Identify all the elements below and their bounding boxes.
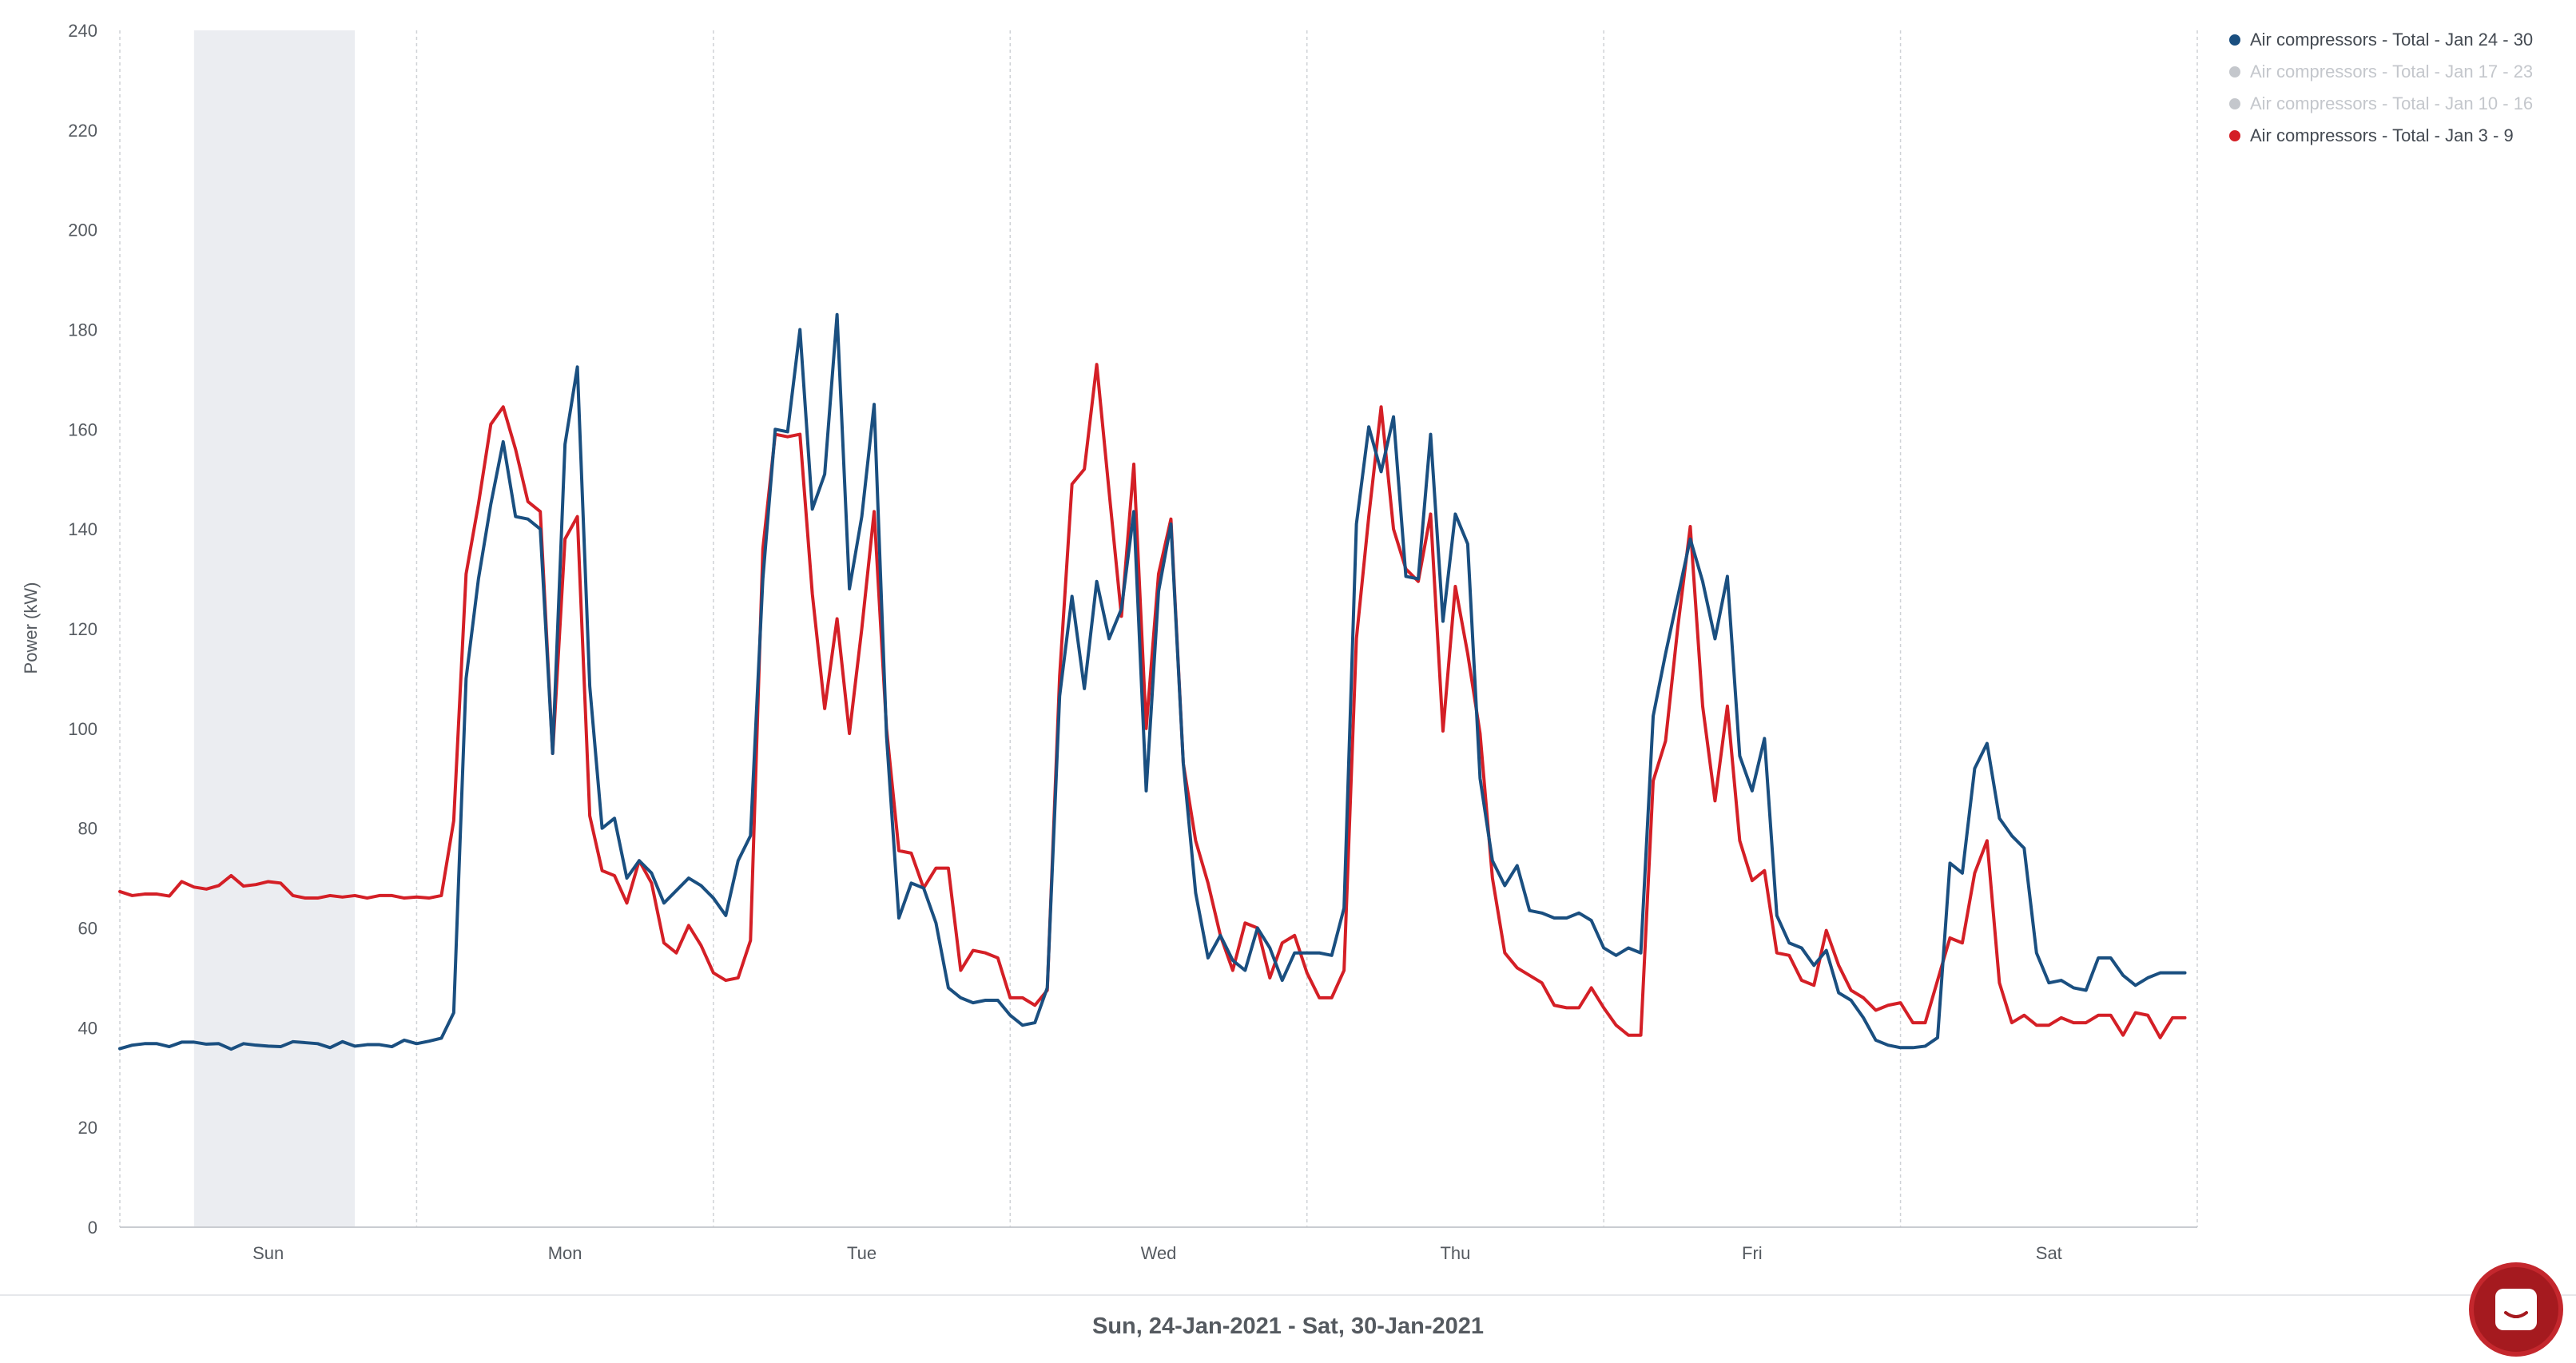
series-lines [118,312,2187,1051]
x-tick-label: Mon [548,1243,582,1263]
x-tick-label: Fri [1742,1243,1763,1263]
series-line-jan-24-30 [118,312,2187,1051]
day-gridlines [119,30,2198,1227]
legend-label: Air compressors - Total - Jan 10 - 16 [2250,93,2534,113]
y-tick-label: 140 [68,519,97,539]
y-tick-label: 160 [68,419,97,439]
y-tick-labels: 0 20 40 60 80 100 120 140 160 180 200 220 240 [68,21,97,1238]
legend-item-jan-24-30[interactable]: Air compressors - Total - Jan 24 - 30 [2229,24,2565,56]
chat-button[interactable] [2469,1262,2563,1357]
legend-marker [2229,34,2240,46]
legend-marker [2229,98,2240,109]
legend-label: Air compressors - Total - Jan 24 - 30 [2250,30,2534,50]
y-tick-label: 20 [78,1118,97,1138]
date-range-label: Sun, 24-Jan-2021 - Sat, 30-Jan-2021 [1091,1313,1484,1339]
series-line-jan-3-9 [118,363,2187,1039]
legend-item-jan-10-16[interactable]: Air compressors - Total - Jan 10 - 16 [2229,88,2565,120]
weekend-highlight-band [193,30,356,1227]
y-tick-label: 40 [78,1018,97,1038]
x-tick-labels: Sun Mon Tue Wed Thu Fri Sat [252,1243,2062,1263]
y-tick-label: 80 [78,819,97,839]
y-tick-label: 100 [68,719,97,739]
legend-item-jan-17-23[interactable]: Air compressors - Total - Jan 17 - 23 [2229,56,2565,88]
legend-marker [2229,66,2240,77]
y-tick-label: 60 [78,919,97,939]
y-tick-label: 180 [68,320,97,340]
x-tick-label: Sun [252,1243,284,1263]
y-tick-label: 0 [88,1218,97,1238]
x-tick-label: Wed [1141,1243,1177,1263]
chat-icon [2495,1289,2537,1330]
y-tick-label: 240 [68,21,97,41]
y-tick-label: 200 [68,221,97,240]
legend-marker [2229,130,2240,141]
legend: Air compressors - Total - Jan 24 - 30 Ai… [2229,24,2565,152]
y-axis-label: Power (kW) [21,582,41,674]
legend-label: Air compressors - Total - Jan 17 - 23 [2250,62,2534,81]
x-tick-label: Tue [847,1243,877,1263]
y-tick-label: 120 [68,619,97,639]
x-tick-label: Sat [2036,1243,2062,1263]
legend-label: Air compressors - Total - Jan 3 - 9 [2250,125,2514,145]
x-tick-label: Thu [1440,1243,1470,1263]
legend-item-jan-3-9[interactable]: Air compressors - Total - Jan 3 - 9 [2229,120,2565,152]
y-tick-label: 220 [68,121,97,141]
footer-divider [0,1294,2576,1296]
